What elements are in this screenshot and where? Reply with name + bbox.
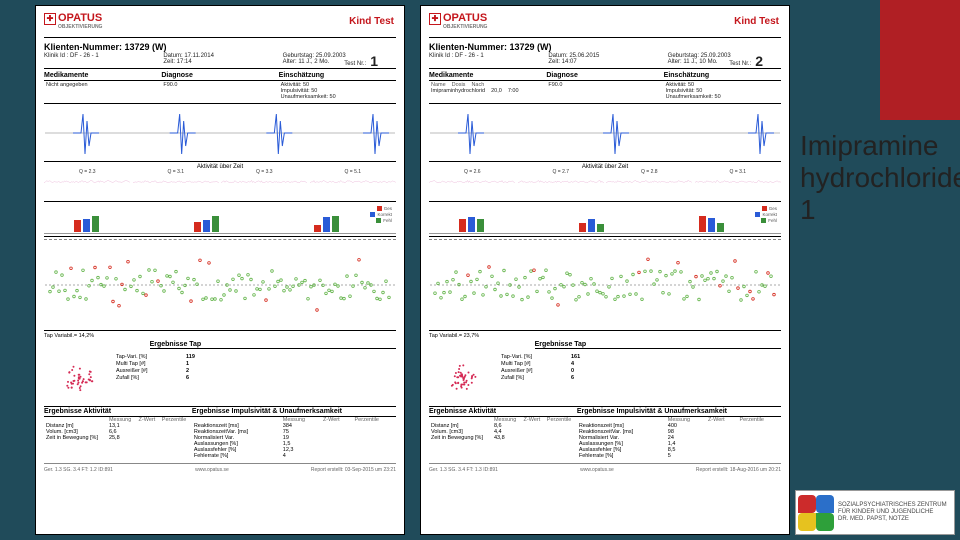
- tap-pct: Tap Variabil.= 23,7%: [429, 333, 781, 339]
- slide: Imipramine hydrochloride 1 ✚OPATUSOBJEKT…: [0, 0, 960, 540]
- puzzle-icon: [798, 495, 834, 531]
- slide-title: Imipramine hydrochloride 1: [800, 130, 950, 227]
- accent-box: [880, 0, 960, 120]
- institute-line: DR. MED. PAPST, NOTZE: [838, 516, 947, 523]
- klinik-id: Klinik Id : DF - 26 - 1: [429, 53, 542, 65]
- puzzle-piece: [816, 513, 834, 531]
- quadrant-charts: Q = 2.3Q = 3.1Q = 3.3Q = 5.1: [44, 171, 396, 199]
- test-nr: Test Nr.:2: [729, 53, 763, 69]
- results-activity: MessungZ-WertPerzentile Distanz [m]8,6Vo…: [429, 417, 577, 459]
- tap-splat: [429, 349, 499, 404]
- tap-values: Tap-Vari. [%]161Multi Tap [#]4Ausreißer …: [499, 349, 781, 404]
- results-impuls: MessungZ-WertPerzentile Reaktionszeit [m…: [192, 417, 396, 459]
- cpt-bars: GesKorrektFehl: [44, 204, 396, 234]
- reaction-scatter: [429, 239, 781, 331]
- geburtstag: Geburtstag: 25.09.2003Alter: 11 J., 2 Mo…: [283, 53, 396, 65]
- institute-line: SOZIALPSYCHIATRISCHES ZENTRUM: [838, 502, 947, 509]
- puzzle-piece: [816, 495, 834, 513]
- puzzle-piece: [798, 513, 816, 531]
- institute-line: FÜR KINDER UND JUGENDLICHE: [838, 509, 947, 516]
- ein-body: Aktivität: 50Impulsivität: 50Unaufmerksa…: [664, 81, 781, 101]
- institute-logo: SOZIALPSYCHIATRISCHES ZENTRUM FÜR KINDER…: [795, 490, 955, 535]
- tap-pct: Tap Variabil.= 14,2%: [44, 333, 396, 339]
- diag-body: F90.0: [161, 81, 278, 101]
- report-footer: Ger. 1.3 SG. 3.4 FT: 1.2 ID:891www.opatu…: [44, 463, 396, 473]
- results-impuls: MessungZ-WertPerzentile Reaktionszeit [m…: [577, 417, 781, 459]
- reaction-scatter: [44, 239, 396, 331]
- kind-label: Kind Test: [734, 16, 779, 27]
- spike-chart: [429, 106, 781, 162]
- tap-splat: [44, 349, 114, 404]
- brand-logo: ✚OPATUSOBJEKTIVIERUNG: [44, 12, 102, 30]
- puzzle-piece: [798, 495, 816, 513]
- report-1: ✚OPATUSOBJEKTIVIERUNG Kind Test Klienten…: [35, 5, 405, 535]
- quadrant-charts: Q = 2.6Q = 2.7Q = 2.8Q = 3.1: [429, 171, 781, 199]
- med-body: NameDosisNachImipraminhydrochlorid20,07:…: [429, 81, 546, 101]
- results-activity: MessungZ-WertPerzentile Distanz [m]13,1V…: [44, 417, 192, 459]
- klinik-id: Klinik Id : DF - 26 - 1: [44, 53, 157, 65]
- spike-chart: [44, 106, 396, 162]
- datum: Datum: 17.11.2014Zeit: 17:14: [163, 53, 276, 65]
- report-2: ✚OPATUSOBJEKTIVIERUNG Kind Test Klienten…: [420, 5, 790, 535]
- tap-values: Tap-Vari. [%]119Multi Tap [#]1Ausreißer …: [114, 349, 396, 404]
- report-footer: Ger. 1.3 SG. 3.4 FT: 1.3 ID:891www.opatu…: [429, 463, 781, 473]
- institute-text: SOZIALPSYCHIATRISCHES ZENTRUM FÜR KINDER…: [838, 502, 947, 524]
- med-body: Nicht angegeben: [44, 81, 161, 101]
- cpt-bars: GesKorrektFehl: [429, 204, 781, 234]
- ein-body: Aktivität: 50Impulsivität: 50Unaufmerksa…: [279, 81, 396, 101]
- klienten-nummer: Klienten-Nummer: 13729 (W): [429, 42, 781, 52]
- brand-logo: ✚OPATUSOBJEKTIVIERUNG: [429, 12, 487, 30]
- diag-body: F90.0: [546, 81, 663, 101]
- test-nr: Test Nr.:1: [344, 53, 378, 69]
- klienten-nummer: Klienten-Nummer: 13729 (W): [44, 42, 396, 52]
- kind-label: Kind Test: [349, 16, 394, 27]
- geburtstag: Geburtstag: 25.09.2003Alter: 11 J., 10 M…: [668, 53, 781, 65]
- datum: Datum: 25.06.2015Zeit: 14:07: [548, 53, 661, 65]
